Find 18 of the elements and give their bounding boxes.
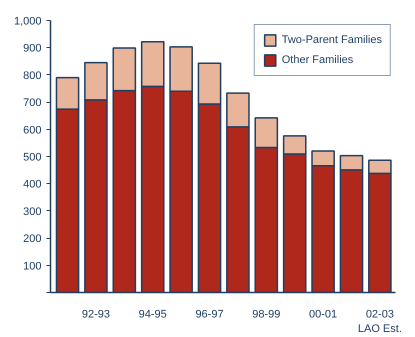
x-tick-label: 92-93: [82, 308, 110, 320]
y-tick-label: 1,000: [14, 16, 42, 28]
y-tick-label: 700: [23, 97, 42, 110]
y-tick-label: 300: [23, 206, 42, 218]
y-tick-label: 100: [23, 260, 42, 272]
x-tick-label: 96-97: [195, 308, 224, 320]
y-tick-label: 900: [23, 42, 42, 55]
x-tick-label: 00-01: [309, 308, 338, 320]
x-tick-label: 98-99: [252, 308, 280, 320]
y-tick-label: 200: [23, 233, 42, 246]
y-tick-label: 800: [23, 70, 42, 82]
x-tick-label: 94-95: [138, 308, 167, 320]
legend-label: Two-Parent Families: [282, 34, 382, 46]
y-tick-label: 400: [23, 178, 42, 191]
legend-label: Other Families: [282, 54, 354, 66]
x-tick-label: 02-03 LAO Est.: [358, 308, 402, 335]
y-tick-label: 600: [23, 124, 42, 136]
y-tick-label: 500: [23, 152, 42, 164]
